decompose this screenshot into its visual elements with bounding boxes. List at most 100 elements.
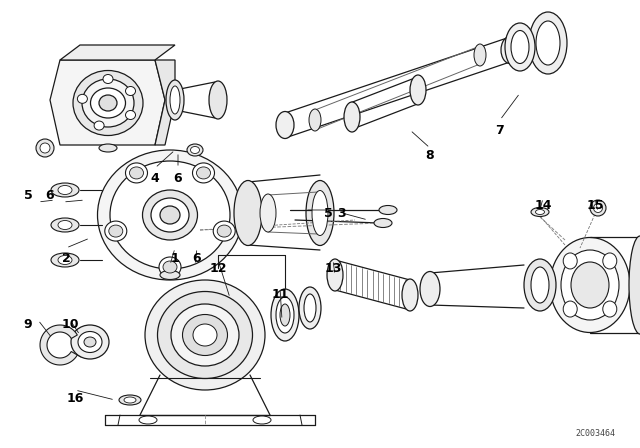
Polygon shape bbox=[50, 60, 165, 145]
Ellipse shape bbox=[119, 395, 141, 405]
Ellipse shape bbox=[511, 30, 529, 64]
Ellipse shape bbox=[571, 262, 609, 308]
Ellipse shape bbox=[505, 23, 535, 71]
Ellipse shape bbox=[410, 75, 426, 105]
Ellipse shape bbox=[501, 36, 519, 64]
Text: 10: 10 bbox=[61, 319, 79, 332]
Text: 8: 8 bbox=[426, 148, 435, 161]
Ellipse shape bbox=[309, 109, 321, 131]
Ellipse shape bbox=[536, 210, 545, 215]
Ellipse shape bbox=[51, 253, 79, 267]
Ellipse shape bbox=[531, 267, 549, 303]
Ellipse shape bbox=[213, 221, 236, 241]
Ellipse shape bbox=[58, 185, 72, 194]
Ellipse shape bbox=[379, 206, 397, 215]
Ellipse shape bbox=[253, 416, 271, 424]
Ellipse shape bbox=[90, 88, 125, 118]
Ellipse shape bbox=[193, 324, 217, 346]
Ellipse shape bbox=[563, 301, 577, 317]
Ellipse shape bbox=[51, 218, 79, 232]
Ellipse shape bbox=[103, 74, 113, 83]
Ellipse shape bbox=[529, 12, 567, 74]
Polygon shape bbox=[40, 325, 77, 365]
Text: 15: 15 bbox=[586, 198, 604, 211]
Ellipse shape bbox=[260, 194, 276, 232]
Ellipse shape bbox=[550, 237, 630, 332]
Ellipse shape bbox=[145, 280, 265, 390]
Ellipse shape bbox=[271, 289, 299, 341]
Ellipse shape bbox=[82, 79, 134, 127]
Ellipse shape bbox=[143, 190, 198, 240]
Ellipse shape bbox=[110, 161, 230, 269]
Ellipse shape bbox=[99, 144, 117, 152]
Ellipse shape bbox=[157, 292, 253, 379]
Text: 1: 1 bbox=[171, 251, 179, 264]
Ellipse shape bbox=[374, 219, 392, 228]
Ellipse shape bbox=[234, 181, 262, 246]
Ellipse shape bbox=[171, 304, 239, 366]
Ellipse shape bbox=[344, 102, 360, 132]
Ellipse shape bbox=[276, 297, 294, 333]
Ellipse shape bbox=[524, 259, 556, 311]
Ellipse shape bbox=[603, 301, 617, 317]
Text: 6: 6 bbox=[173, 172, 182, 185]
Ellipse shape bbox=[187, 144, 203, 156]
Ellipse shape bbox=[593, 203, 602, 212]
Ellipse shape bbox=[306, 181, 334, 246]
Text: 6: 6 bbox=[193, 251, 202, 264]
Ellipse shape bbox=[125, 163, 147, 183]
Ellipse shape bbox=[563, 253, 577, 269]
Ellipse shape bbox=[166, 80, 184, 120]
Ellipse shape bbox=[159, 257, 181, 277]
Ellipse shape bbox=[99, 95, 117, 111]
Text: 11: 11 bbox=[271, 289, 289, 302]
Ellipse shape bbox=[97, 150, 243, 280]
Circle shape bbox=[36, 139, 54, 157]
Ellipse shape bbox=[94, 121, 104, 130]
Ellipse shape bbox=[58, 220, 72, 229]
Ellipse shape bbox=[139, 416, 157, 424]
Text: 2C003464: 2C003464 bbox=[575, 429, 615, 438]
Text: 4: 4 bbox=[150, 172, 159, 185]
Circle shape bbox=[40, 143, 50, 153]
Ellipse shape bbox=[129, 167, 143, 179]
Ellipse shape bbox=[77, 95, 88, 103]
Ellipse shape bbox=[299, 287, 321, 329]
Ellipse shape bbox=[276, 112, 294, 138]
Ellipse shape bbox=[78, 332, 102, 353]
Ellipse shape bbox=[629, 236, 640, 334]
Ellipse shape bbox=[590, 200, 606, 216]
Ellipse shape bbox=[109, 225, 123, 237]
Polygon shape bbox=[60, 45, 175, 60]
Ellipse shape bbox=[280, 304, 290, 326]
Ellipse shape bbox=[71, 325, 109, 359]
Text: 6: 6 bbox=[45, 189, 54, 202]
Ellipse shape bbox=[160, 271, 180, 280]
Ellipse shape bbox=[402, 279, 418, 311]
Text: 3: 3 bbox=[338, 207, 346, 220]
Ellipse shape bbox=[217, 225, 231, 237]
Text: 5: 5 bbox=[324, 207, 332, 220]
Ellipse shape bbox=[73, 70, 143, 135]
Ellipse shape bbox=[151, 198, 189, 232]
Ellipse shape bbox=[105, 221, 127, 241]
Text: 7: 7 bbox=[495, 124, 504, 137]
Ellipse shape bbox=[196, 167, 211, 179]
Ellipse shape bbox=[312, 190, 328, 236]
Ellipse shape bbox=[603, 253, 617, 269]
Text: 9: 9 bbox=[24, 319, 32, 332]
Ellipse shape bbox=[327, 259, 343, 291]
Ellipse shape bbox=[474, 44, 486, 66]
Ellipse shape bbox=[209, 81, 227, 119]
Ellipse shape bbox=[160, 206, 180, 224]
Ellipse shape bbox=[170, 86, 180, 114]
Polygon shape bbox=[155, 60, 175, 145]
Text: 2: 2 bbox=[61, 251, 70, 264]
Ellipse shape bbox=[163, 261, 177, 273]
Ellipse shape bbox=[84, 337, 96, 347]
Text: 14: 14 bbox=[534, 198, 552, 211]
Ellipse shape bbox=[420, 271, 440, 306]
Text: 12: 12 bbox=[209, 262, 227, 275]
Ellipse shape bbox=[124, 397, 136, 403]
Ellipse shape bbox=[182, 314, 227, 356]
